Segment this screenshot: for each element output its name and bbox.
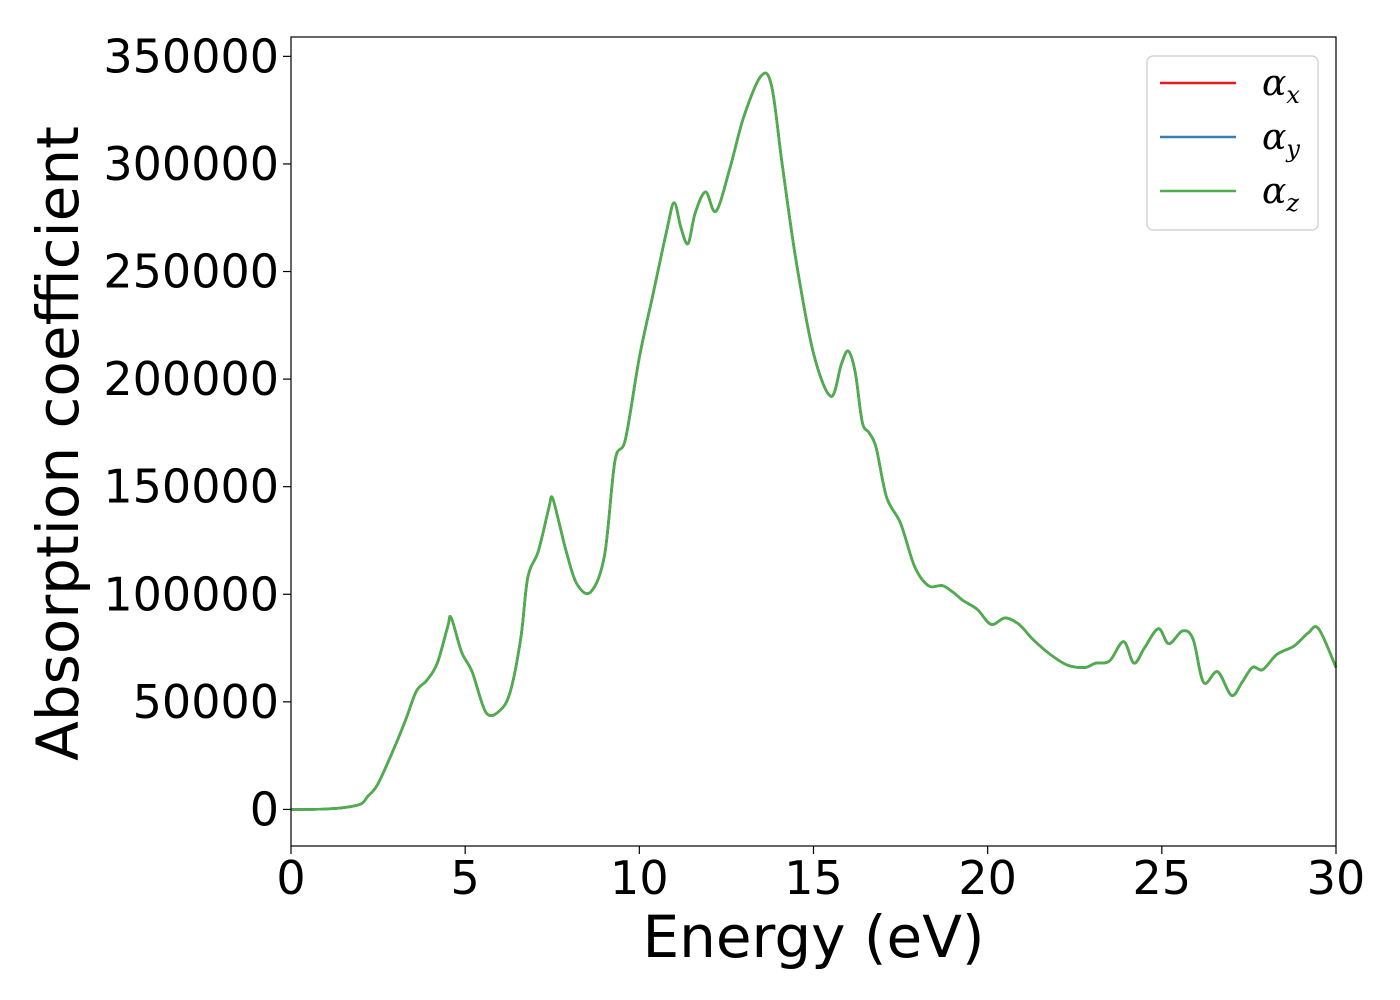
x-tick-label: 0 [276,851,305,905]
legend-box [1146,55,1319,231]
y-tick-label: 150000 [103,460,279,514]
y-tick-label: 300000 [103,137,279,191]
legend-subscript: x [1286,81,1300,109]
x-axis-ticks: 0 5 10 15 20 25 30 [276,846,1365,905]
x-tick-label: 15 [784,851,843,905]
y-tick-label: 0 [250,782,279,836]
plot-frame [290,36,1337,847]
x-axis-label: Energy (eV) [642,903,984,971]
x-tick-label: 20 [958,851,1017,905]
y-tick-label: 200000 [103,352,279,406]
x-tick-label: 25 [1133,851,1192,905]
y-tick-label: 50000 [133,675,279,729]
y-tick-label: 250000 [103,245,279,299]
x-tick-label: 5 [451,851,480,905]
plot-area [290,71,1338,811]
y-axis-ticks: 0 50000 100000 150000 200000 250000 300000 3500… [103,29,291,836]
series-line-z [290,71,1338,811]
x-tick-label: 30 [1307,851,1366,905]
legend-subscript: z [1285,189,1299,217]
y-tick-label: 350000 [103,29,279,83]
y-tick-label: 100000 [103,567,279,621]
y-axis-label: Absorption coefficient [24,126,92,761]
legend-subscript: y [1285,135,1300,163]
x-tick-label: 10 [610,851,669,905]
